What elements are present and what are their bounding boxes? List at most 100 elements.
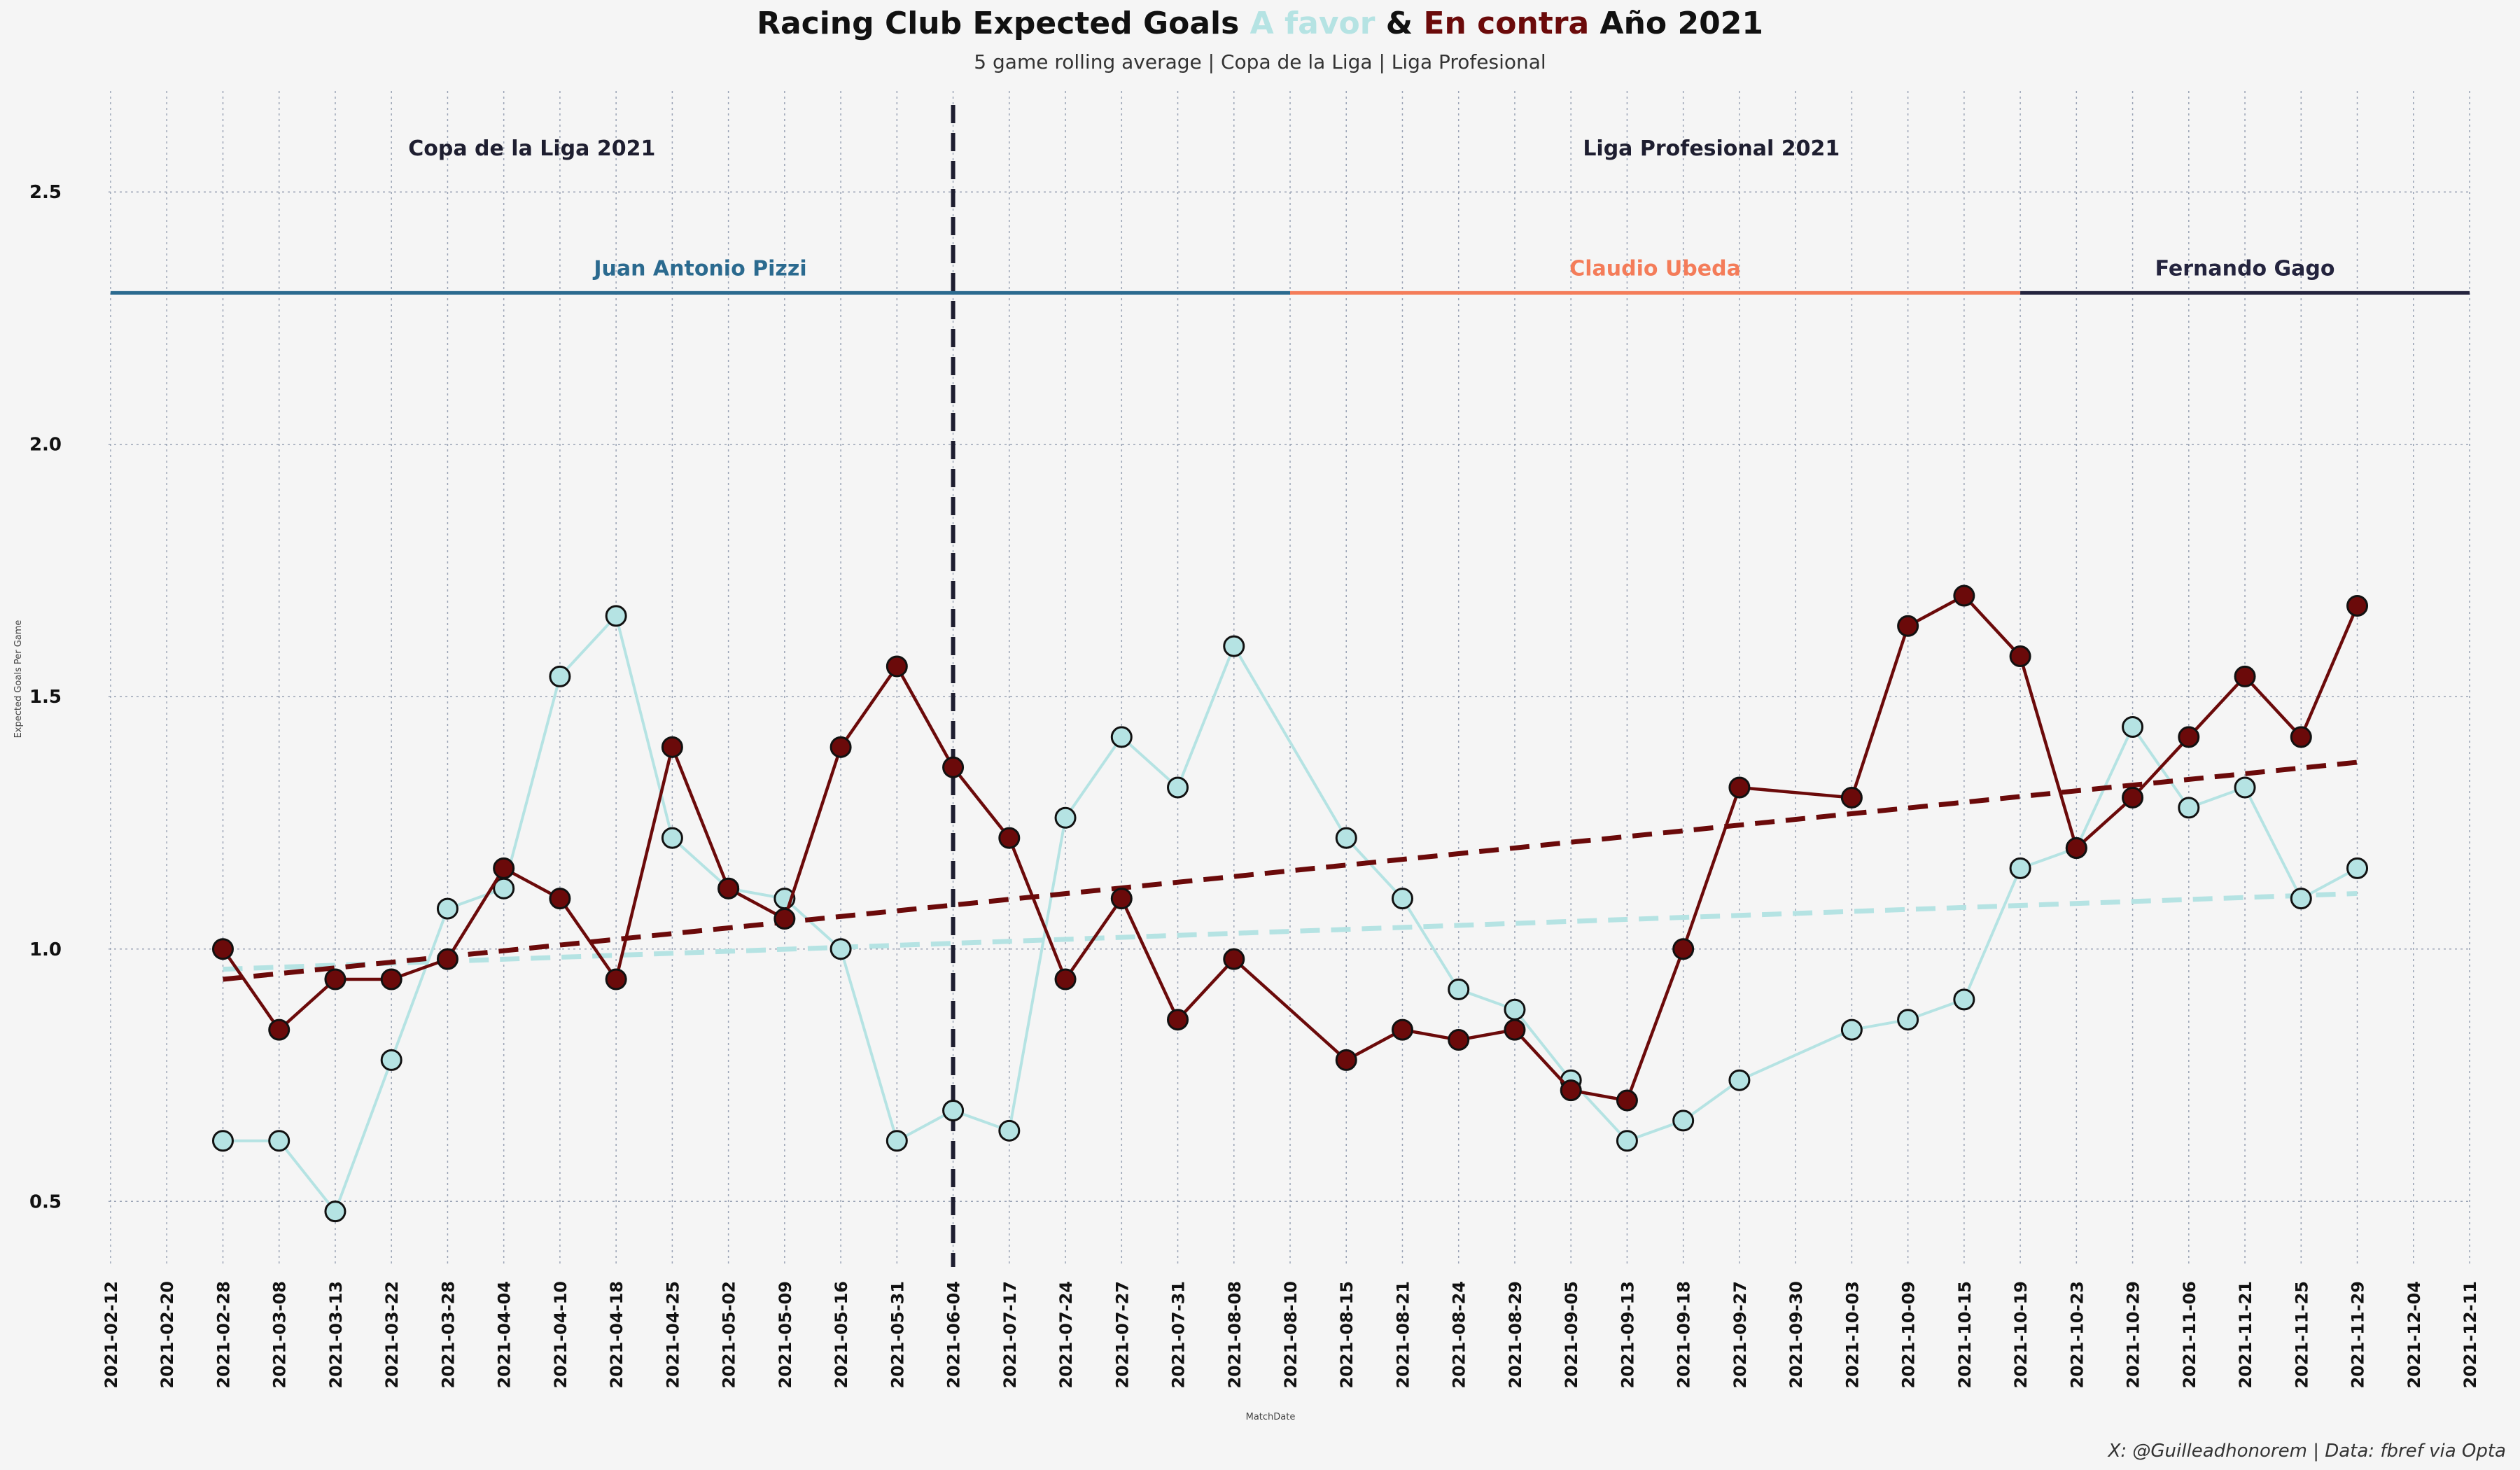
contra-point (1672, 938, 1695, 960)
y-tick-label: 0.5 (29, 1191, 62, 1212)
contra-point (1728, 776, 1751, 799)
x-tick-label: 2021-10-23 (2067, 1281, 2087, 1389)
x-tick-label: 2021-02-28 (214, 1281, 233, 1389)
favor-point (1335, 827, 1357, 849)
x-tick-label: 2021-09-13 (1618, 1281, 1637, 1389)
favor-point (2290, 888, 2312, 910)
x-tick-label: 2021-08-29 (1506, 1281, 1525, 1389)
favor-point (2346, 857, 2369, 879)
contra-point (1840, 786, 1863, 808)
y-tick-label: 2.5 (29, 182, 62, 203)
x-tick-label: 2021-11-29 (2348, 1281, 2368, 1389)
title-part-0: Racing Club Expected Goals (757, 6, 1250, 41)
contra-point (774, 907, 796, 930)
x-tick-label: 2021-05-09 (776, 1281, 795, 1389)
contra-point (718, 877, 740, 899)
x-tick-label: 2021-09-05 (1562, 1281, 1581, 1389)
title-part-1: A favor (1250, 6, 1376, 41)
contra-point (1560, 1079, 1582, 1102)
x-tick-label: 2021-08-21 (1393, 1281, 1413, 1389)
section-label: Copa de la Liga 2021 (408, 136, 655, 161)
contra-point (2009, 645, 2031, 668)
favor-point (1897, 1009, 1919, 1031)
x-tick-label: 2021-04-25 (663, 1281, 682, 1389)
contra-point (1110, 888, 1133, 910)
x-tick-label: 2021-11-06 (2180, 1281, 2199, 1389)
x-tick-label: 2021-11-21 (2236, 1281, 2255, 1389)
contra-point (886, 655, 908, 678)
x-tick-label: 2021-10-09 (1899, 1281, 1919, 1389)
contra-point (268, 1018, 290, 1041)
x-tick-label: 2021-12-11 (2460, 1281, 2480, 1389)
x-tick-label: 2021-10-29 (2124, 1281, 2143, 1389)
contra-point (2234, 665, 2256, 687)
chart-title: Racing Club Expected Goals A favor & En … (0, 6, 2520, 41)
footer-credit: X: @Guilleadhonorem | Data: fbref via Op… (2108, 1441, 2506, 1462)
coach-label: Juan Antonio Pizzi (592, 256, 806, 281)
contra-point (1616, 1089, 1638, 1112)
contra-point (942, 756, 965, 778)
favor-point (2009, 857, 2031, 879)
x-tick-label: 2021-08-08 (1225, 1281, 1245, 1389)
title-part-3: En contra (1423, 6, 1590, 41)
x-tick-label: 2021-05-02 (720, 1281, 739, 1389)
contra-point (2122, 786, 2144, 808)
favor-point (1391, 888, 1413, 910)
favor-point (1672, 1110, 1695, 1132)
contra-point (549, 888, 571, 910)
contra-point (1448, 1029, 1470, 1051)
favor-point (1448, 978, 1470, 1000)
favor-point (211, 1130, 234, 1152)
favor-point (1110, 726, 1133, 748)
x-tick-label: 2021-07-17 (1000, 1281, 1020, 1389)
y-axis-label: Expected Goals Per Game (13, 620, 24, 738)
favor-point (1054, 806, 1077, 829)
section-label: Liga Profesional 2021 (1583, 136, 1840, 161)
x-tick-label: 2021-02-20 (158, 1281, 177, 1389)
favor-point (436, 897, 458, 920)
x-tick-label: 2021-10-15 (1955, 1281, 1975, 1389)
contra-point (998, 827, 1021, 849)
x-tick-label: 2021-08-24 (1450, 1281, 1469, 1389)
chart-subtitle: 5 game rolling average | Copa de la Liga… (974, 50, 1546, 74)
y-tick-label: 1.0 (29, 939, 62, 960)
favor-point (942, 1099, 965, 1121)
favor-point (1616, 1130, 1638, 1152)
favor-point (1728, 1069, 1751, 1091)
favor-point (1504, 998, 1526, 1021)
favor-point (2234, 776, 2256, 799)
favor-point (549, 665, 571, 687)
favor-point (1953, 988, 1975, 1011)
coach-label: Fernando Gago (2155, 256, 2335, 281)
x-tick-label: 2021-10-03 (1842, 1281, 1862, 1389)
x-tick-label: 2021-07-24 (1056, 1281, 1076, 1389)
x-tick-label: 2021-07-27 (1112, 1281, 1132, 1389)
x-tick-label: 2021-11-25 (2292, 1281, 2311, 1389)
contra-point (1223, 948, 1245, 970)
contra-point (211, 938, 234, 960)
contra-point (2065, 837, 2087, 860)
favor-point (886, 1130, 908, 1152)
x-tick-label: 2021-09-18 (1674, 1281, 1694, 1389)
x-tick-label: 2021-03-13 (326, 1281, 346, 1389)
x-tick-label: 2021-04-10 (551, 1281, 570, 1389)
coach-label: Claudio Ubeda (1569, 256, 1741, 281)
favor-point (661, 827, 683, 849)
contra-point (380, 968, 402, 990)
contra-point (1167, 1009, 1189, 1031)
contra-point (2178, 726, 2200, 748)
y-tick-label: 1.5 (29, 687, 62, 708)
favor-point (2122, 715, 2144, 738)
contra-point (1953, 584, 1975, 607)
y-tick-label: 2.0 (29, 435, 62, 456)
favor-point (605, 605, 627, 627)
x-axis-label: MatchDate (1246, 1412, 1296, 1422)
contra-trend-line (223, 760, 2358, 982)
x-tick-label: 2021-04-18 (607, 1281, 626, 1389)
title-part-2: & (1375, 6, 1424, 41)
favor-point (1223, 635, 1245, 657)
favor-point (1840, 1018, 1863, 1041)
x-tick-label: 2021-12-04 (2404, 1281, 2424, 1389)
x-tick-label: 2021-05-16 (832, 1281, 851, 1389)
contra-point (661, 736, 683, 758)
